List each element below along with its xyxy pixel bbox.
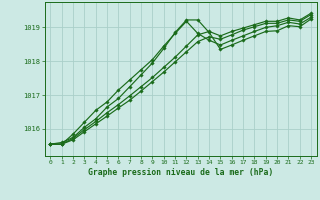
X-axis label: Graphe pression niveau de la mer (hPa): Graphe pression niveau de la mer (hPa): [88, 168, 273, 177]
